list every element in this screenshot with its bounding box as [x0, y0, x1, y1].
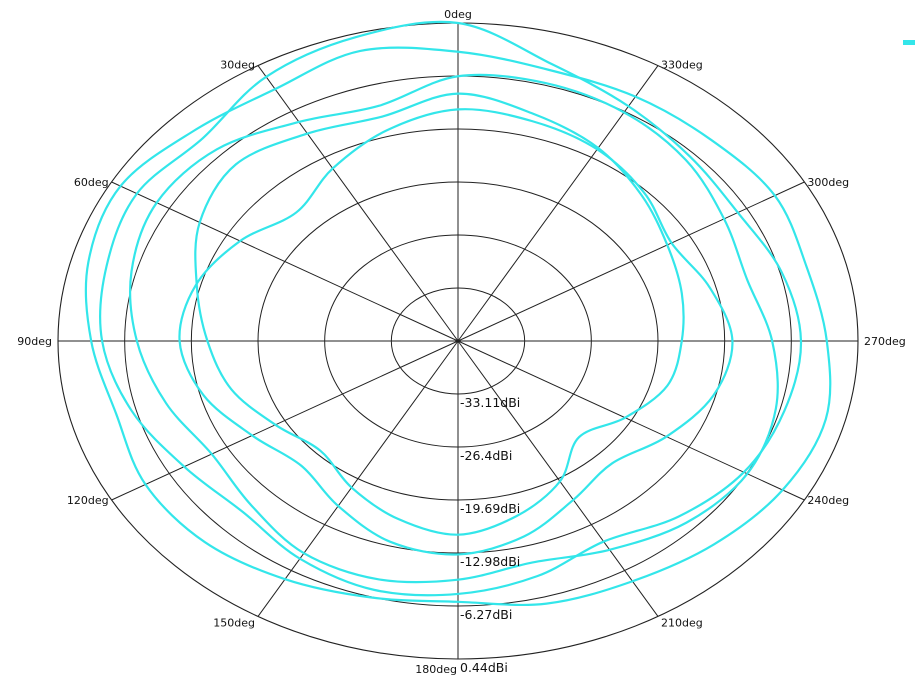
angle-label: 330deg — [661, 59, 703, 72]
angle-label: 90deg — [17, 335, 52, 348]
radial-label: -12.98dBi — [460, 554, 520, 569]
grid-spoke — [257, 65, 459, 342]
angle-label: 240deg — [807, 494, 849, 507]
angle-label: 150deg — [213, 616, 255, 629]
radial-label: -19.69dBi — [460, 501, 520, 516]
series-line — [99, 20, 803, 597]
label-layer: 0deg 30deg 60deg 90deg 120deg 150deg 180deg 210… — [17, 8, 905, 676]
angle-label: 30deg — [220, 59, 255, 72]
grid-spoke — [457, 340, 805, 501]
grid-spoke — [111, 340, 459, 501]
radial-label: -26.4dBi — [460, 448, 512, 463]
series-line — [84, 46, 832, 607]
angle-label: 300deg — [807, 176, 849, 189]
grid-spoke — [257, 340, 459, 617]
radial-label: -6.27dBi — [460, 607, 512, 622]
angle-label: 60deg — [74, 176, 109, 189]
angle-label: 210deg — [661, 616, 703, 629]
series-layer — [84, 20, 832, 607]
angle-label: 120deg — [67, 494, 109, 507]
angle-label: 270deg — [864, 335, 906, 348]
angle-label: 0deg — [444, 8, 472, 21]
radial-label: 0.44dBi — [460, 660, 508, 675]
series-line — [129, 73, 779, 584]
legend-swatch — [903, 40, 915, 45]
series-line — [178, 108, 734, 556]
grid-spoke — [457, 340, 659, 617]
grid-spoke — [457, 181, 805, 342]
series-line — [194, 92, 685, 536]
polar-grid — [57, 22, 859, 660]
radial-label: -33.11dBi — [460, 395, 520, 410]
angle-label: 180deg — [415, 663, 457, 676]
grid-spoke — [111, 181, 459, 342]
